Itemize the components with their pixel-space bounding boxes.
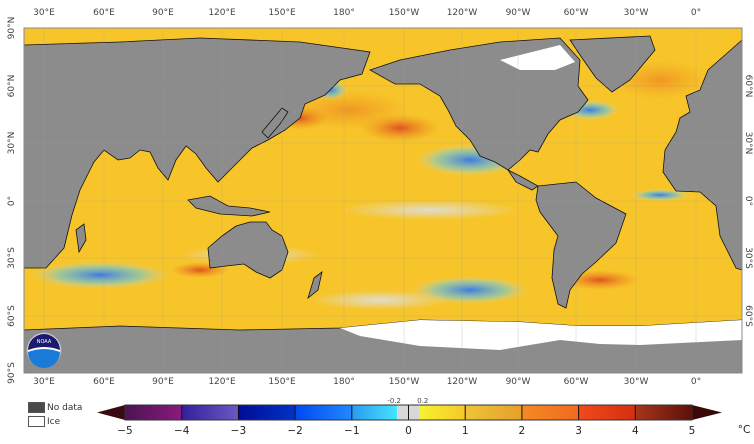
- eurasia-africa-west: [24, 37, 371, 269]
- left-lat-label: 30°N: [7, 131, 17, 155]
- left-lat-label: 90°N: [7, 16, 17, 40]
- colorbar-tick-label: 1: [461, 425, 469, 437]
- ice-label: Ice: [47, 416, 61, 427]
- north-america: [369, 37, 589, 171]
- top-lon-label: 60°W: [563, 8, 589, 18]
- ice: [340, 45, 742, 350]
- top-lon-label: 0°: [690, 8, 702, 18]
- graticule: [24, 28, 742, 373]
- left-lat-label: 90°S: [7, 362, 17, 384]
- colorbar-tick-label: 0: [405, 425, 412, 437]
- bottom-lon-label: 30°E: [33, 377, 55, 387]
- top-lon-label: 180°: [333, 8, 355, 18]
- left-lat-label: 30°S: [7, 247, 17, 269]
- bottom-lon-label: 150°W: [388, 377, 420, 387]
- top-lon-label: 90°W: [505, 8, 531, 18]
- top-lon-label: 150°E: [268, 8, 296, 18]
- japan: [261, 107, 289, 139]
- colorbar-tick-label: 2: [518, 425, 526, 437]
- top-lon-label: 60°E: [93, 8, 115, 18]
- colorbar-tick-label: −3: [230, 425, 247, 437]
- right-lat-label: 30°N: [743, 131, 753, 155]
- right-lat-label: 0°: [743, 195, 753, 207]
- legend-no-data: No data: [28, 402, 82, 413]
- australia: [207, 221, 289, 279]
- no-data-label: No data: [47, 402, 83, 413]
- top-lon-label: 30°W: [623, 8, 649, 18]
- left-lat-label: 0°: [7, 195, 17, 207]
- top-lon-label: 30°E: [33, 8, 55, 18]
- top-lon-label: 90°E: [152, 8, 174, 18]
- top-lon-label: 150°W: [388, 8, 420, 18]
- svg-text:NOAA: NOAA: [37, 339, 52, 345]
- bottom-lon-label: 90°W: [505, 377, 531, 387]
- europe-africa-east: [662, 39, 742, 271]
- new-zealand: [307, 271, 323, 300]
- noaa-logo: NOAA: [26, 332, 62, 368]
- right-lat-label: 60°N: [743, 74, 753, 98]
- right-lat-label: 30°S: [743, 247, 753, 269]
- bottom-lon-label: 120°E: [208, 377, 236, 387]
- bottom-lon-label: 60°E: [93, 377, 115, 387]
- colorbar-tick-label: 4: [631, 425, 639, 437]
- top-lon-label: 120°W: [446, 8, 478, 18]
- colorbar-tick-label: 5: [688, 425, 696, 437]
- bottom-lon-label: 30°W: [623, 377, 649, 387]
- colorbar-small-tick-label: -0.2: [387, 397, 401, 405]
- colorbar-unit: °C: [737, 424, 751, 436]
- right-lat-label: 60°S: [743, 305, 753, 327]
- south-america: [535, 181, 627, 309]
- colorbar-tick-label: −2: [287, 425, 303, 437]
- colorbar-tick-label: −1: [344, 425, 360, 437]
- bottom-lon-label: 120°W: [446, 377, 478, 387]
- legend-ice: Ice: [28, 416, 60, 427]
- bottom-lon-label: 180°: [333, 377, 355, 387]
- top-lon-label: 120°E: [208, 8, 236, 18]
- left-lat-label: 60°N: [7, 74, 17, 98]
- bottom-lon-label: 60°W: [563, 377, 589, 387]
- left-lat-label: 60°S: [7, 305, 17, 327]
- colorbar-small-tick-label: 0.2: [417, 397, 429, 405]
- bottom-lon-label: 90°E: [152, 377, 174, 387]
- colorbar-tick-label: −5: [117, 425, 133, 437]
- no-data-swatch: [28, 402, 45, 413]
- bottom-lon-label: 0°: [690, 377, 702, 387]
- ice-swatch: [28, 416, 45, 427]
- madagascar: [75, 223, 87, 254]
- colorbar-tick-label: −4: [173, 425, 190, 437]
- colorbar-tick-label: 3: [575, 425, 582, 437]
- bottom-lon-label: 150°E: [268, 377, 296, 387]
